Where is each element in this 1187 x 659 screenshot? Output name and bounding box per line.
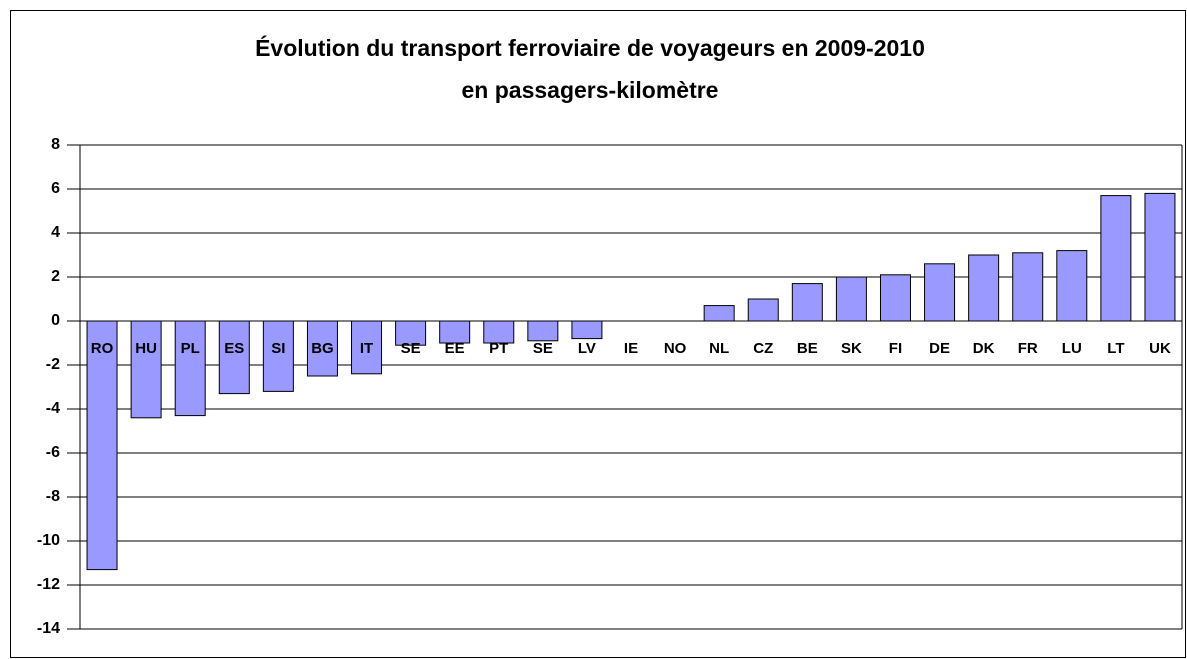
y-tick-label: 2 <box>51 268 60 285</box>
x-tick-label: NO <box>664 340 687 357</box>
y-tick-label: 6 <box>51 180 60 197</box>
bar <box>1012 252 1044 322</box>
bar <box>747 298 779 322</box>
bar <box>130 320 162 419</box>
x-tick-label: NL <box>709 340 729 357</box>
y-tick-label: 4 <box>51 224 60 241</box>
bar <box>527 320 559 342</box>
y-tick-label: -10 <box>37 532 60 549</box>
x-tick-label: CZ <box>753 340 773 357</box>
x-tick-label: DK <box>973 340 995 357</box>
bar <box>1144 192 1176 322</box>
chart-subtitle: en passagers-kilomètre <box>462 77 719 103</box>
x-tick-label: BE <box>797 340 818 357</box>
x-tick-label: ES <box>224 340 244 357</box>
bar <box>262 320 294 392</box>
bar <box>835 276 867 322</box>
x-tick-label: LU <box>1062 340 1082 357</box>
y-tick-label: -6 <box>46 444 60 461</box>
x-tick-label: DE <box>929 340 950 357</box>
x-tick-label: PT <box>489 340 508 357</box>
x-tick-label: SE <box>533 340 553 357</box>
bar <box>571 320 603 340</box>
x-tick-label: BG <box>311 340 334 357</box>
bar <box>306 320 338 377</box>
bar <box>395 320 427 346</box>
y-tick-label: -4 <box>46 400 60 417</box>
x-tick-label: IE <box>624 340 638 357</box>
x-tick-label: SE <box>401 340 421 357</box>
bar <box>439 320 471 344</box>
y-tick-label: -2 <box>46 356 60 373</box>
x-tick-label: PL <box>181 340 200 357</box>
bar <box>174 320 206 417</box>
y-tick-label: -8 <box>46 488 60 505</box>
bar <box>879 274 911 322</box>
x-tick-label: FI <box>889 340 902 357</box>
x-tick-label: UK <box>1149 340 1171 357</box>
x-tick-label: SI <box>271 340 285 357</box>
chart-title: Évolution du transport ferroviaire de vo… <box>255 34 925 61</box>
y-tick-label: -12 <box>37 576 60 593</box>
x-tick-label: IT <box>360 340 373 357</box>
x-tick-label: EE <box>445 340 465 357</box>
x-tick-label: HU <box>135 340 157 357</box>
y-tick-label: -14 <box>37 620 60 637</box>
bar <box>483 320 515 344</box>
x-tick-label: SK <box>841 340 862 357</box>
x-tick-label: LV <box>578 340 596 357</box>
bar <box>703 305 735 322</box>
bar <box>351 320 383 375</box>
bar <box>1056 250 1088 322</box>
bar <box>791 283 823 322</box>
bar <box>218 320 250 395</box>
y-tick-label: 8 <box>51 136 60 153</box>
x-tick-label: FR <box>1018 340 1038 357</box>
bar <box>968 254 1000 322</box>
x-tick-label: RO <box>91 340 114 357</box>
bar <box>86 320 118 571</box>
bar <box>924 263 956 322</box>
x-tick-label: LT <box>1107 340 1124 357</box>
y-tick-label: 0 <box>51 312 60 329</box>
bar <box>1100 195 1132 322</box>
